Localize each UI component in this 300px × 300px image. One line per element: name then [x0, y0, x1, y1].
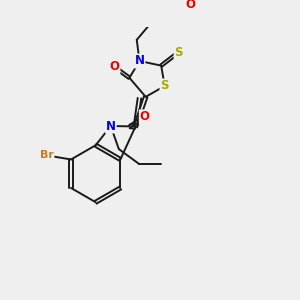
Text: N: N [106, 119, 116, 133]
Text: O: O [140, 110, 150, 123]
Text: N: N [134, 55, 145, 68]
Text: O: O [110, 61, 119, 74]
Text: S: S [160, 80, 169, 92]
Text: Br: Br [40, 150, 53, 161]
Text: S: S [175, 46, 183, 59]
Text: O: O [185, 0, 195, 11]
